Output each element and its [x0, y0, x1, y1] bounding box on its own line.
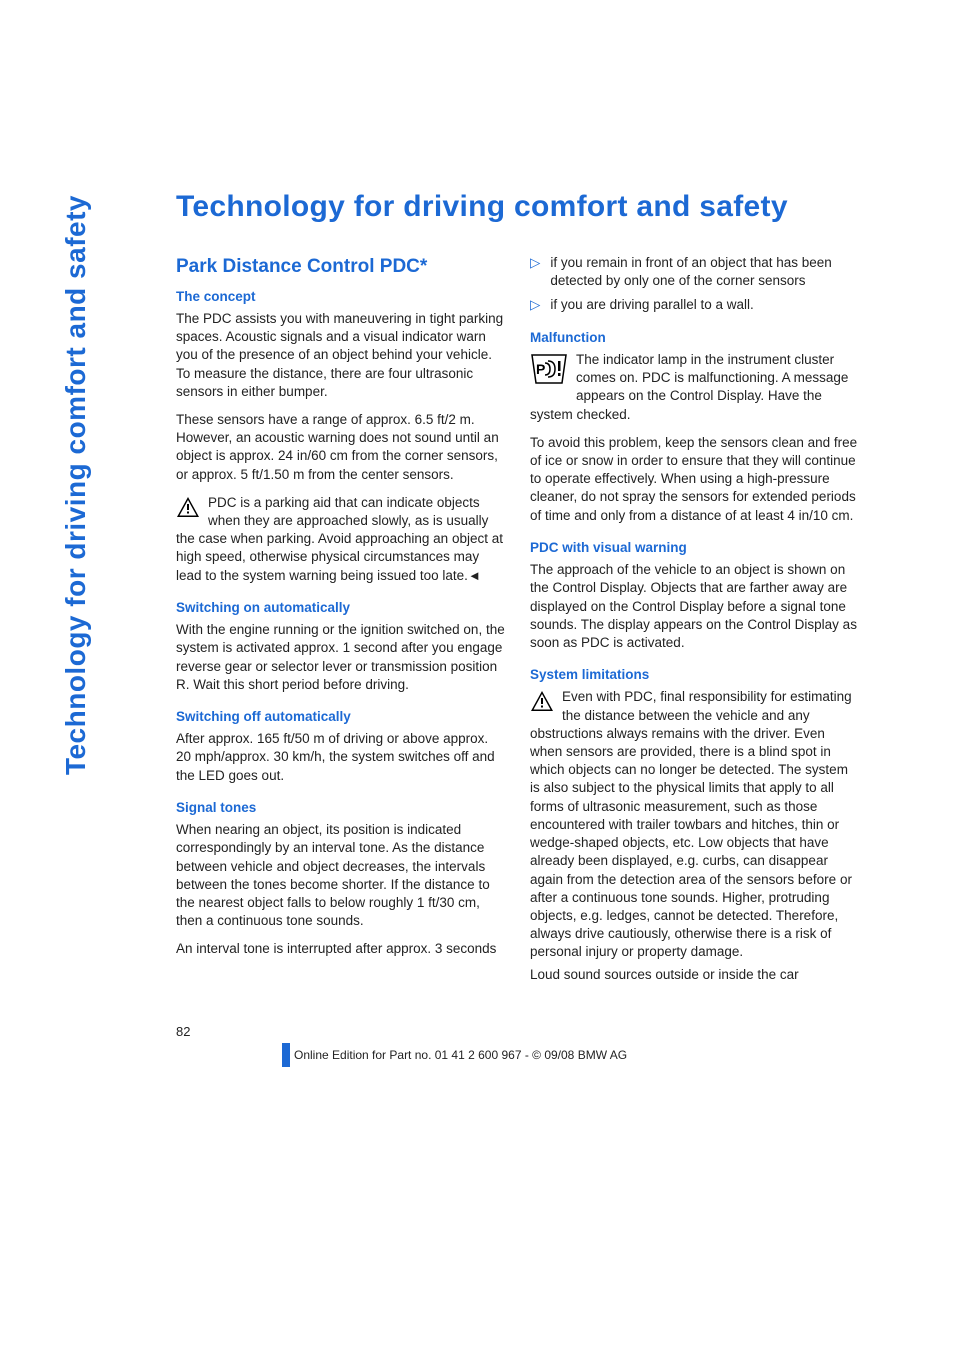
page-title: Technology for driving comfort and safet… [176, 190, 864, 224]
warning-text: PDC is a parking aid that can indicate o… [176, 495, 503, 583]
pdc-warning-icon: P [530, 353, 568, 390]
end-mark: ◄ [468, 568, 481, 583]
subheading-concept: The concept [176, 288, 506, 306]
footer-text: Online Edition for Part no. 01 41 2 600 … [294, 1048, 627, 1062]
body-text: P The indicator lamp in the instrument c… [530, 351, 860, 424]
content-columns: Park Distance Control PDC* The concept T… [176, 254, 864, 994]
subheading-switch-off: Switching off automatically [176, 708, 506, 726]
bullet-mark-icon: ▷ [530, 296, 540, 314]
column-left: Park Distance Control PDC* The concept T… [176, 254, 506, 994]
body-text: To avoid this problem, keep the sensors … [530, 434, 860, 525]
footer: Online Edition for Part no. 01 41 2 600 … [176, 1043, 864, 1067]
subheading-signal-tones: Signal tones [176, 799, 506, 817]
subheading-system-limitations: System limitations [530, 666, 860, 684]
warning-icon [530, 690, 554, 717]
warning-text: Even with PDC, final responsibility for … [530, 689, 852, 959]
section-heading-pdc: Park Distance Control PDC* [176, 254, 506, 280]
svg-text:P: P [536, 361, 545, 377]
body-text: With the engine running or the ignition … [176, 621, 506, 694]
body-text: The PDC assists you with maneuvering in … [176, 310, 506, 401]
warning-icon [176, 496, 200, 523]
page: Technology for driving comfort and safet… [0, 0, 954, 1107]
subheading-switch-on: Switching on automatically [176, 599, 506, 617]
body-text: These sensors have a range of approx. 6.… [176, 411, 506, 484]
page-number: 82 [176, 1024, 864, 1039]
warning-block: PDC is a parking aid that can indicate o… [176, 494, 506, 585]
body-text: The approach of the vehicle to an object… [530, 561, 860, 652]
malfunction-text: The indicator lamp in the instrument clu… [530, 352, 848, 422]
body-text: An interval tone is interrupted after ap… [176, 940, 506, 958]
bullet-item: ▷ if you are driving parallel to a wall. [530, 296, 860, 314]
footer-accent-bar [282, 1043, 290, 1067]
body-text: Loud sound sources outside or inside the… [530, 966, 860, 984]
warning-block: Even with PDC, final responsibility for … [530, 688, 860, 961]
bullet-item: ▷ if you remain in front of an object th… [530, 254, 860, 290]
subheading-pdc-visual: PDC with visual warning [530, 539, 860, 557]
bullet-mark-icon: ▷ [530, 254, 540, 290]
bullet-text: if you are driving parallel to a wall. [550, 296, 753, 314]
body-text: When nearing an object, its position is … [176, 821, 506, 930]
bullet-text: if you remain in front of an object that… [550, 254, 860, 290]
sidebar-section-label: Technology for driving comfort and safet… [60, 195, 92, 775]
body-text: After approx. 165 ft/50 m of driving or … [176, 730, 506, 785]
column-right: ▷ if you remain in front of an object th… [530, 254, 860, 994]
subheading-malfunction: Malfunction [530, 329, 860, 347]
